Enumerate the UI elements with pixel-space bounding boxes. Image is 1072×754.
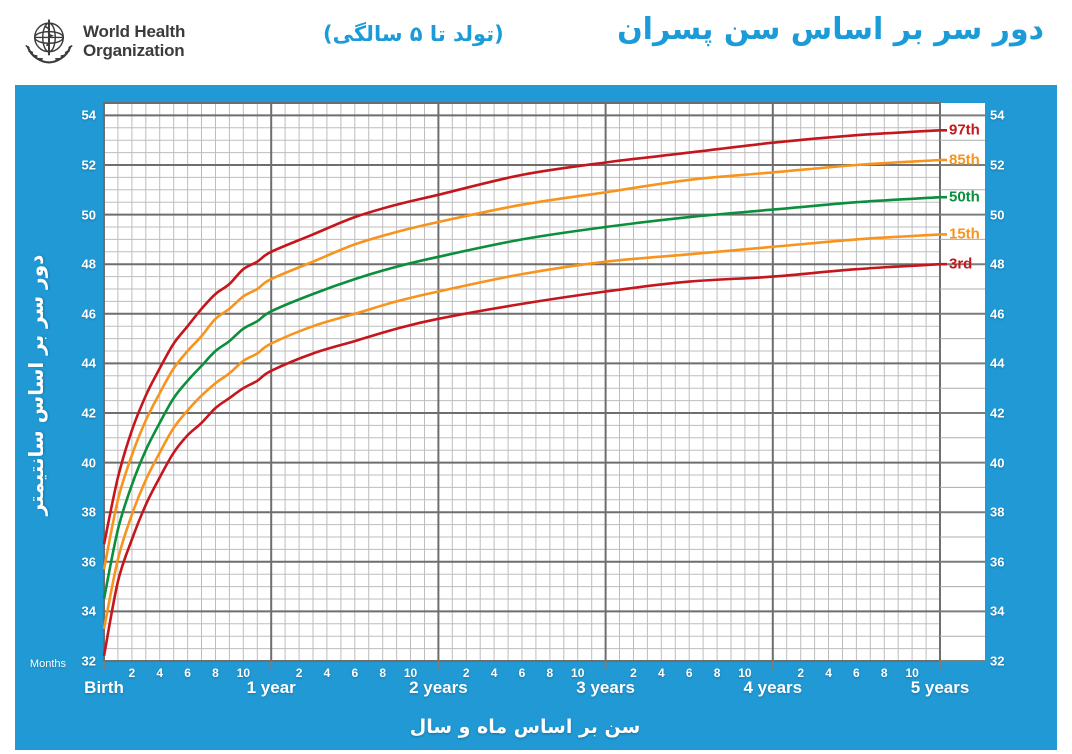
x-month-label-54: 6 — [853, 666, 860, 680]
y-tick-left-50: 50 — [81, 207, 96, 223]
x-month-label-42: 6 — [685, 666, 693, 680]
y-tick-left-52: 52 — [81, 157, 96, 173]
x-month-label-4: 4 — [156, 666, 164, 680]
y-tick-right-32: 32 — [990, 653, 1005, 669]
x-month-label-26: 2 — [462, 666, 470, 680]
x-year-label-2: 2 years — [409, 678, 468, 697]
y-tick-left-34: 34 — [81, 603, 96, 619]
x-month-label-22: 10 — [403, 666, 418, 680]
months-caption: Months — [29, 658, 66, 670]
percentile-label-85th: 85th — [949, 151, 980, 169]
x-month-label-14: 2 — [295, 666, 303, 680]
x-month-label-30: 6 — [518, 666, 526, 680]
who-logo-line2: Organization — [83, 41, 185, 60]
x-month-label-28: 4 — [490, 666, 498, 680]
y-tick-left-38: 38 — [81, 504, 96, 520]
y-tick-left-32: 32 — [81, 653, 96, 669]
page-subtitle: (تولد تا ۵ سالگی) — [323, 22, 504, 46]
y-tick-right-54: 54 — [990, 107, 1005, 123]
percentile-label-15th: 15th — [949, 225, 980, 243]
y-tick-right-48: 48 — [990, 256, 1005, 272]
x-month-label-38: 2 — [630, 666, 637, 680]
percentile-label-50th: 50th — [949, 188, 980, 206]
x-month-label-6: 6 — [184, 666, 191, 680]
who-logo-line1: World Health — [83, 22, 186, 41]
y-tick-right-34: 34 — [990, 603, 1005, 619]
who-logo-text: World Health Organization — [83, 22, 185, 60]
x-month-label-34: 10 — [571, 666, 585, 680]
x-month-label-52: 4 — [825, 666, 832, 680]
x-month-label-40: 4 — [657, 666, 665, 680]
y-axis-title: دور سر بر اساس سانتیمتر — [24, 254, 48, 516]
chart-panel — [15, 85, 1057, 750]
page-title: دور سر بر اساس سن پسران — [617, 12, 1044, 47]
y-tick-right-40: 40 — [990, 455, 1005, 471]
y-tick-right-42: 42 — [990, 405, 1005, 421]
y-tick-left-46: 46 — [81, 306, 96, 322]
x-month-label-50: 2 — [797, 666, 804, 680]
x-axis-title: سن بر اساس ماه و سال — [409, 716, 641, 738]
y-tick-left-44: 44 — [81, 355, 96, 371]
y-tick-right-38: 38 — [990, 504, 1005, 520]
percentile-label-97th: 97th — [949, 121, 980, 139]
y-tick-right-50: 50 — [990, 207, 1005, 223]
x-month-label-56: 8 — [880, 666, 888, 680]
x-month-label-18: 6 — [351, 666, 359, 680]
y-tick-right-46: 46 — [990, 306, 1005, 322]
x-month-label-10: 10 — [236, 666, 251, 680]
x-year-label-0: Birth — [84, 678, 124, 697]
y-tick-right-36: 36 — [990, 554, 1005, 570]
x-month-label-16: 4 — [323, 666, 331, 680]
x-year-label-3: 3 years — [576, 678, 635, 697]
y-tick-left-48: 48 — [81, 256, 96, 272]
x-year-label-5: 5 years — [910, 678, 970, 697]
x-month-label-8: 8 — [212, 666, 219, 680]
x-month-label-20: 8 — [379, 666, 386, 680]
percentile-label-3rd: 3rd — [949, 255, 973, 273]
x-month-label-32: 8 — [546, 666, 554, 680]
y-tick-left-54: 54 — [81, 107, 96, 123]
x-month-label-46: 10 — [738, 666, 752, 680]
y-tick-left-40: 40 — [81, 455, 96, 471]
x-month-label-58: 10 — [905, 666, 919, 680]
x-year-label-1: 1 year — [246, 678, 296, 697]
y-tick-left-42: 42 — [81, 405, 96, 421]
who-emblem-icon — [25, 19, 73, 64]
who-logo: World Health Organization — [22, 16, 185, 66]
x-year-label-4: 4 years — [743, 678, 803, 697]
y-tick-right-52: 52 — [990, 157, 1005, 173]
y-tick-right-44: 44 — [990, 355, 1005, 371]
x-month-label-44: 8 — [713, 666, 721, 680]
y-tick-left-36: 36 — [81, 554, 96, 570]
x-month-label-2: 2 — [128, 666, 136, 680]
